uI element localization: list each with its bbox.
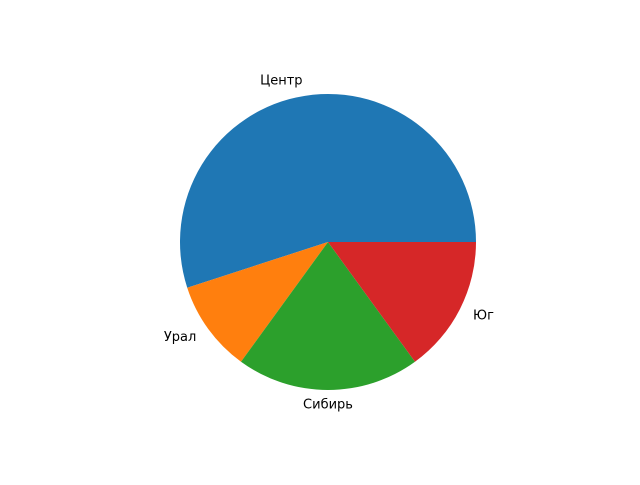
slice-label-0: Центр bbox=[260, 74, 302, 89]
pie-slice-2 bbox=[241, 242, 415, 390]
pie-slice-1 bbox=[187, 242, 328, 362]
slice-label-3: Юг bbox=[473, 308, 494, 323]
pie-slice-3 bbox=[328, 242, 476, 362]
slice-label-1: Урал bbox=[164, 330, 196, 345]
pie-slice-0 bbox=[180, 94, 477, 288]
slice-label-2: Сибирь bbox=[303, 397, 353, 412]
